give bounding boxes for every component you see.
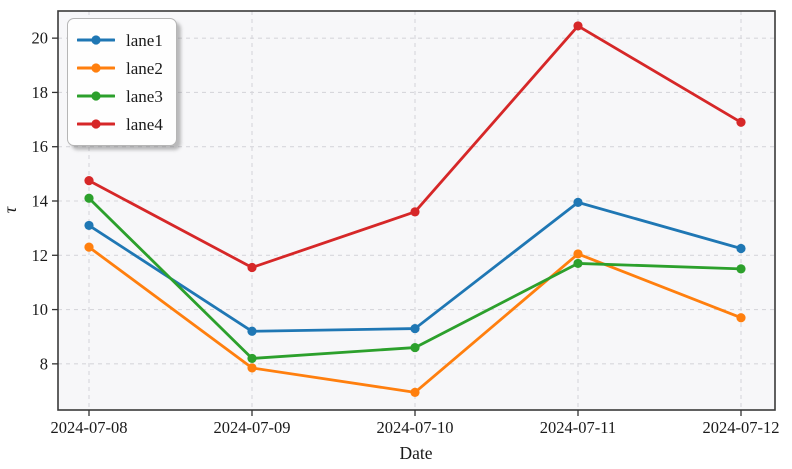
legend-key-icon [77, 35, 115, 45]
legend: lane1 lane2 lane3 lane4 [67, 18, 177, 146]
y-tick-label: 18 [32, 83, 49, 102]
legend-label: lane2 [126, 58, 163, 78]
legend-label: lane3 [126, 86, 163, 106]
y-tick-label: 8 [40, 354, 48, 373]
data-point-lane3 [573, 258, 583, 269]
data-point-lane2 [84, 242, 94, 252]
x-tick-label: 2024-07-10 [377, 418, 454, 437]
data-point-lane3 [736, 264, 746, 274]
axes-spines [57, 10, 776, 411]
legend-marker [91, 91, 101, 101]
legend-item-lane2: lane2 [77, 54, 166, 82]
data-point-lane2 [410, 387, 420, 397]
data-point-lane4 [410, 207, 420, 217]
series-layer [84, 21, 746, 397]
data-point-lane3 [410, 342, 420, 353]
tick-labels: 2024-07-08 2024-07-09 2024-07-10 2024-07-11… [32, 29, 780, 437]
x-tick-label: 2024-07-09 [214, 418, 291, 437]
legend-key-icon [77, 119, 115, 129]
y-tick-label: 16 [32, 137, 49, 156]
data-point-lane3 [247, 353, 257, 364]
spine-box [57, 10, 776, 411]
legend-key-icon [77, 91, 115, 101]
y-tick-label: 12 [32, 246, 49, 265]
legend-marker [91, 63, 101, 73]
legend-item-lane4: lane4 [77, 110, 166, 138]
x-tick-label: 2024-07-11 [540, 418, 616, 437]
x-axis-label: Date [399, 443, 432, 463]
legend-item-lane1: lane1 [77, 26, 166, 54]
legend-item-lane3: lane3 [77, 82, 166, 110]
data-point-lane4 [247, 262, 257, 273]
data-point-lane4 [84, 176, 94, 186]
data-point-lane2 [736, 313, 746, 323]
legend-key-icon [77, 63, 115, 73]
x-tick-label: 2024-07-12 [703, 418, 780, 437]
y-axis-label: τ [0, 206, 20, 213]
y-tick-label: 10 [32, 300, 49, 319]
y-tick-label: 20 [32, 29, 49, 48]
axis-ticks [52, 37, 742, 416]
legend-label: lane1 [126, 30, 163, 50]
data-point-lane1 [736, 243, 746, 254]
data-point-lane4 [736, 117, 746, 127]
y-tick-label: 14 [32, 192, 49, 211]
data-point-lane1 [247, 326, 257, 336]
data-point-lane4 [573, 21, 583, 31]
data-point-lane2 [573, 249, 583, 259]
data-point-lane2 [247, 363, 257, 373]
data-point-lane1 [84, 220, 94, 231]
data-point-lane1 [410, 323, 420, 334]
data-point-lane1 [573, 197, 583, 207]
legend-marker [91, 119, 101, 129]
legend-marker [91, 35, 101, 45]
data-point-lane3 [84, 193, 94, 203]
legend-label: lane4 [126, 114, 163, 134]
x-tick-label: 2024-07-08 [51, 418, 128, 437]
